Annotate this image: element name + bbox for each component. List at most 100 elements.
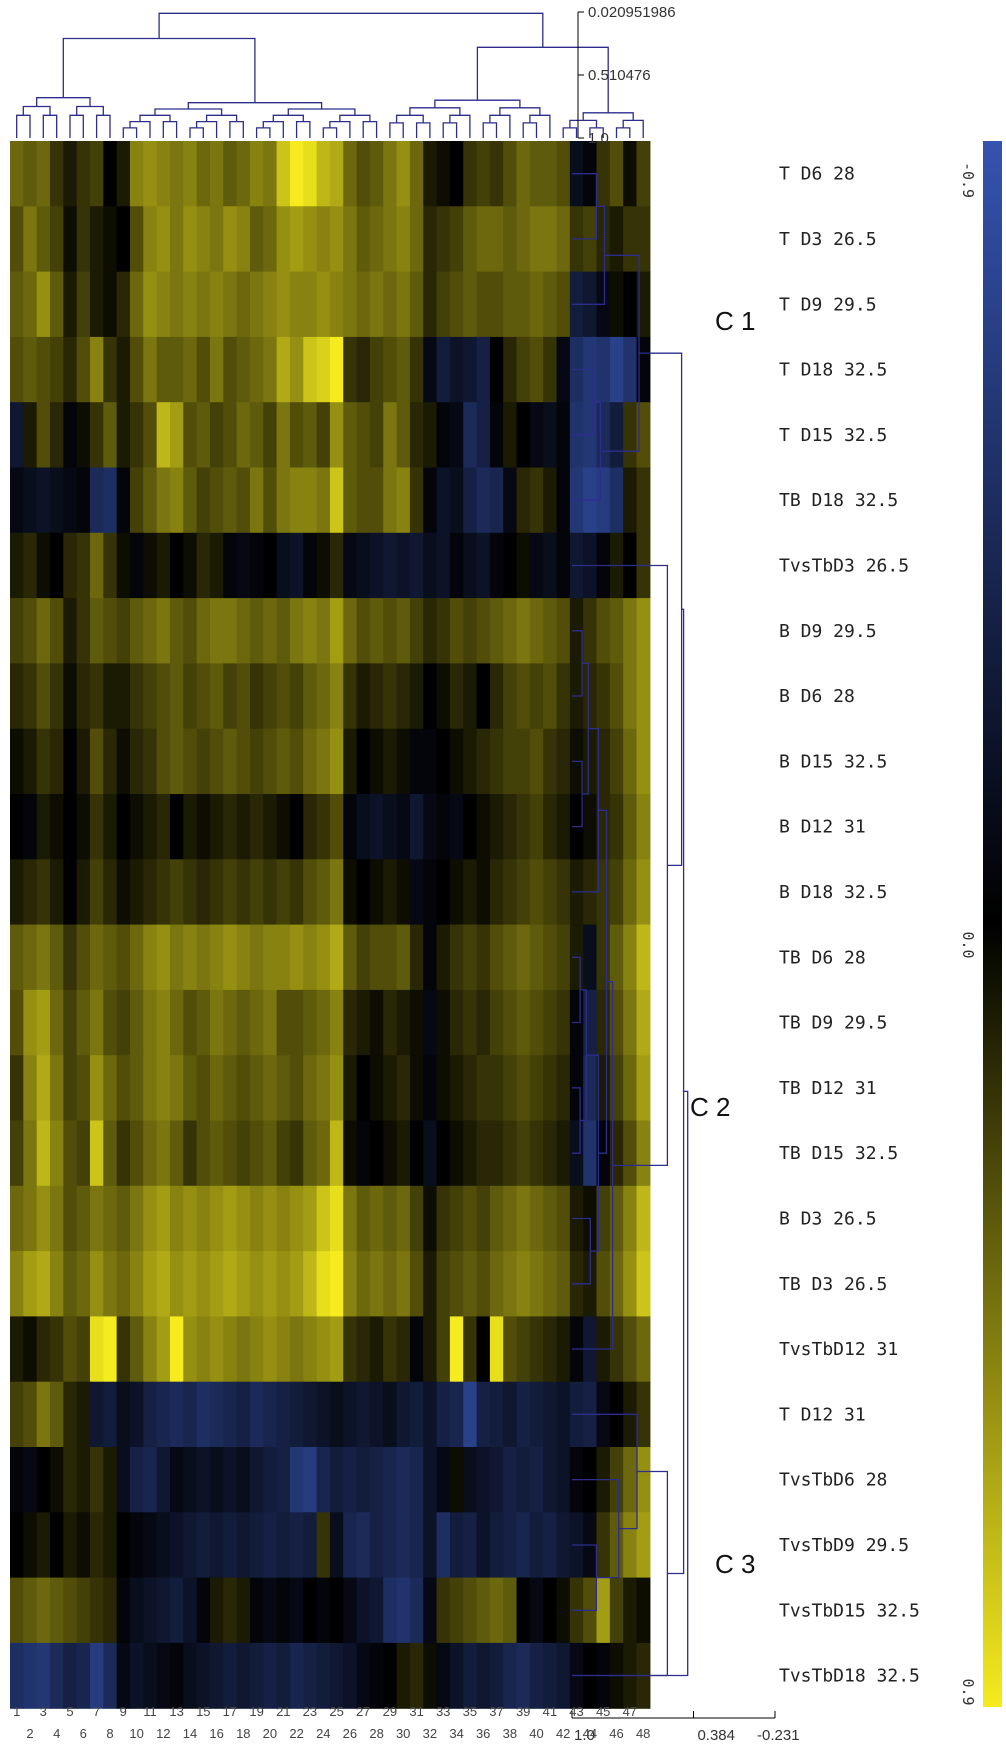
heatmap-cell bbox=[303, 1381, 318, 1448]
heatmap-cell bbox=[623, 728, 638, 795]
heatmap-cell bbox=[383, 336, 398, 403]
heatmap-cell bbox=[369, 532, 384, 599]
heatmap-cell bbox=[249, 1055, 264, 1122]
heatmap-cell bbox=[303, 1120, 318, 1187]
column-label: 34 bbox=[449, 1726, 463, 1741]
heatmap-cell bbox=[636, 794, 651, 860]
heatmap-cell bbox=[116, 271, 131, 338]
heatmap-cell bbox=[423, 859, 438, 926]
heatmap-cell bbox=[449, 402, 464, 469]
heatmap-cell bbox=[23, 1120, 38, 1187]
heatmap-cell bbox=[316, 663, 331, 730]
heatmap-cell bbox=[396, 467, 411, 534]
heatmap-cell bbox=[529, 1512, 544, 1579]
row-axis-label: 1.0 bbox=[574, 1727, 595, 1744]
heatmap-cell bbox=[169, 402, 184, 469]
heatmap-cell bbox=[636, 1251, 651, 1317]
heatmap-cell bbox=[10, 532, 24, 599]
heatmap-cell bbox=[609, 728, 624, 795]
heatmap-cell bbox=[36, 598, 51, 664]
heatmap-cell bbox=[636, 1120, 651, 1187]
heatmap-cell bbox=[23, 663, 38, 730]
heatmap-cell bbox=[89, 663, 104, 730]
heatmap-cell bbox=[383, 794, 398, 860]
heatmap-cell bbox=[103, 924, 118, 991]
heatmap-cell bbox=[36, 794, 51, 860]
heatmap-cell bbox=[503, 336, 518, 403]
heatmap-cell bbox=[369, 206, 384, 273]
heatmap-cell bbox=[449, 1251, 464, 1317]
heatmap-cell bbox=[356, 271, 371, 338]
column-dendrogram-branch bbox=[76, 105, 104, 116]
heatmap-cell bbox=[316, 271, 331, 338]
heatmap-cell bbox=[183, 1120, 198, 1187]
heatmap-cell bbox=[556, 402, 571, 469]
heatmap-cell bbox=[556, 794, 571, 860]
heatmap-cell bbox=[49, 1185, 64, 1252]
heatmap-cell bbox=[623, 1055, 638, 1122]
heatmap-cell bbox=[596, 141, 611, 207]
heatmap-cell bbox=[489, 1447, 504, 1513]
heatmap-cell bbox=[529, 924, 544, 991]
heatmap-cell bbox=[329, 859, 344, 926]
heatmap-cell bbox=[209, 1316, 224, 1383]
heatmap-cell bbox=[303, 532, 318, 599]
heatmap-cell bbox=[356, 1381, 371, 1448]
heatmap-cell bbox=[476, 598, 491, 664]
heatmap-cell bbox=[476, 924, 491, 991]
heatmap-cell bbox=[409, 1447, 424, 1513]
heatmap-cell bbox=[209, 336, 224, 403]
heatmap-cell bbox=[436, 336, 451, 403]
heatmap-cell bbox=[503, 532, 518, 599]
heatmap-cell bbox=[223, 794, 238, 860]
heatmap-cell bbox=[489, 1120, 504, 1187]
heatmap-cell bbox=[196, 728, 211, 795]
heatmap-cell bbox=[383, 1185, 398, 1252]
heatmap-cell bbox=[183, 859, 198, 926]
heatmap-cell bbox=[623, 336, 638, 403]
heatmap-cell bbox=[76, 1185, 91, 1252]
heatmap-cell bbox=[116, 336, 131, 403]
heatmap-cell bbox=[436, 206, 451, 273]
heatmap-cell bbox=[609, 467, 624, 534]
heatmap-cell bbox=[63, 206, 78, 273]
heatmap-cell bbox=[236, 1447, 251, 1513]
column-dendrogram-branch bbox=[154, 108, 223, 116]
heatmap-cell bbox=[449, 141, 464, 207]
heatmap-cell bbox=[103, 728, 118, 795]
heatmap-cell bbox=[236, 336, 251, 403]
row-label: TB D18 32.5 bbox=[779, 490, 898, 511]
heatmap-cell bbox=[476, 1642, 491, 1709]
heatmap-cell bbox=[209, 924, 224, 991]
heatmap-cell bbox=[10, 794, 24, 860]
heatmap-cell bbox=[396, 728, 411, 795]
heatmap-cell bbox=[116, 141, 131, 207]
heatmap-cell bbox=[36, 1185, 51, 1252]
heatmap-cell bbox=[49, 1577, 64, 1644]
heatmap-cell bbox=[143, 859, 158, 926]
heatmap-cell bbox=[89, 467, 104, 534]
heatmap-cell bbox=[129, 402, 144, 469]
heatmap-cell bbox=[76, 728, 91, 795]
heatmap-cell bbox=[156, 467, 171, 534]
column-dendrogram-branch bbox=[16, 114, 31, 138]
heatmap-cell bbox=[636, 1512, 651, 1579]
heatmap-cell bbox=[89, 1251, 104, 1317]
heatmap-cell bbox=[236, 924, 251, 991]
heatmap-cell bbox=[49, 1642, 64, 1709]
heatmap-cell bbox=[63, 728, 78, 795]
heatmap-cell bbox=[543, 1577, 558, 1644]
heatmap-cell bbox=[529, 1642, 544, 1709]
heatmap-cell bbox=[396, 1055, 411, 1122]
heatmap-cell bbox=[103, 1512, 118, 1579]
heatmap-cell bbox=[223, 206, 238, 273]
column-label: 35 bbox=[463, 1704, 477, 1719]
heatmap-cell bbox=[463, 402, 478, 469]
cluster-label: C 1 bbox=[715, 306, 755, 336]
heatmap-cell bbox=[529, 1577, 544, 1644]
heatmap-cell bbox=[476, 728, 491, 795]
heatmap-cell bbox=[196, 1381, 211, 1448]
heatmap-cell bbox=[196, 1055, 211, 1122]
heatmap-cell bbox=[516, 1642, 531, 1709]
heatmap-cell bbox=[369, 271, 384, 338]
